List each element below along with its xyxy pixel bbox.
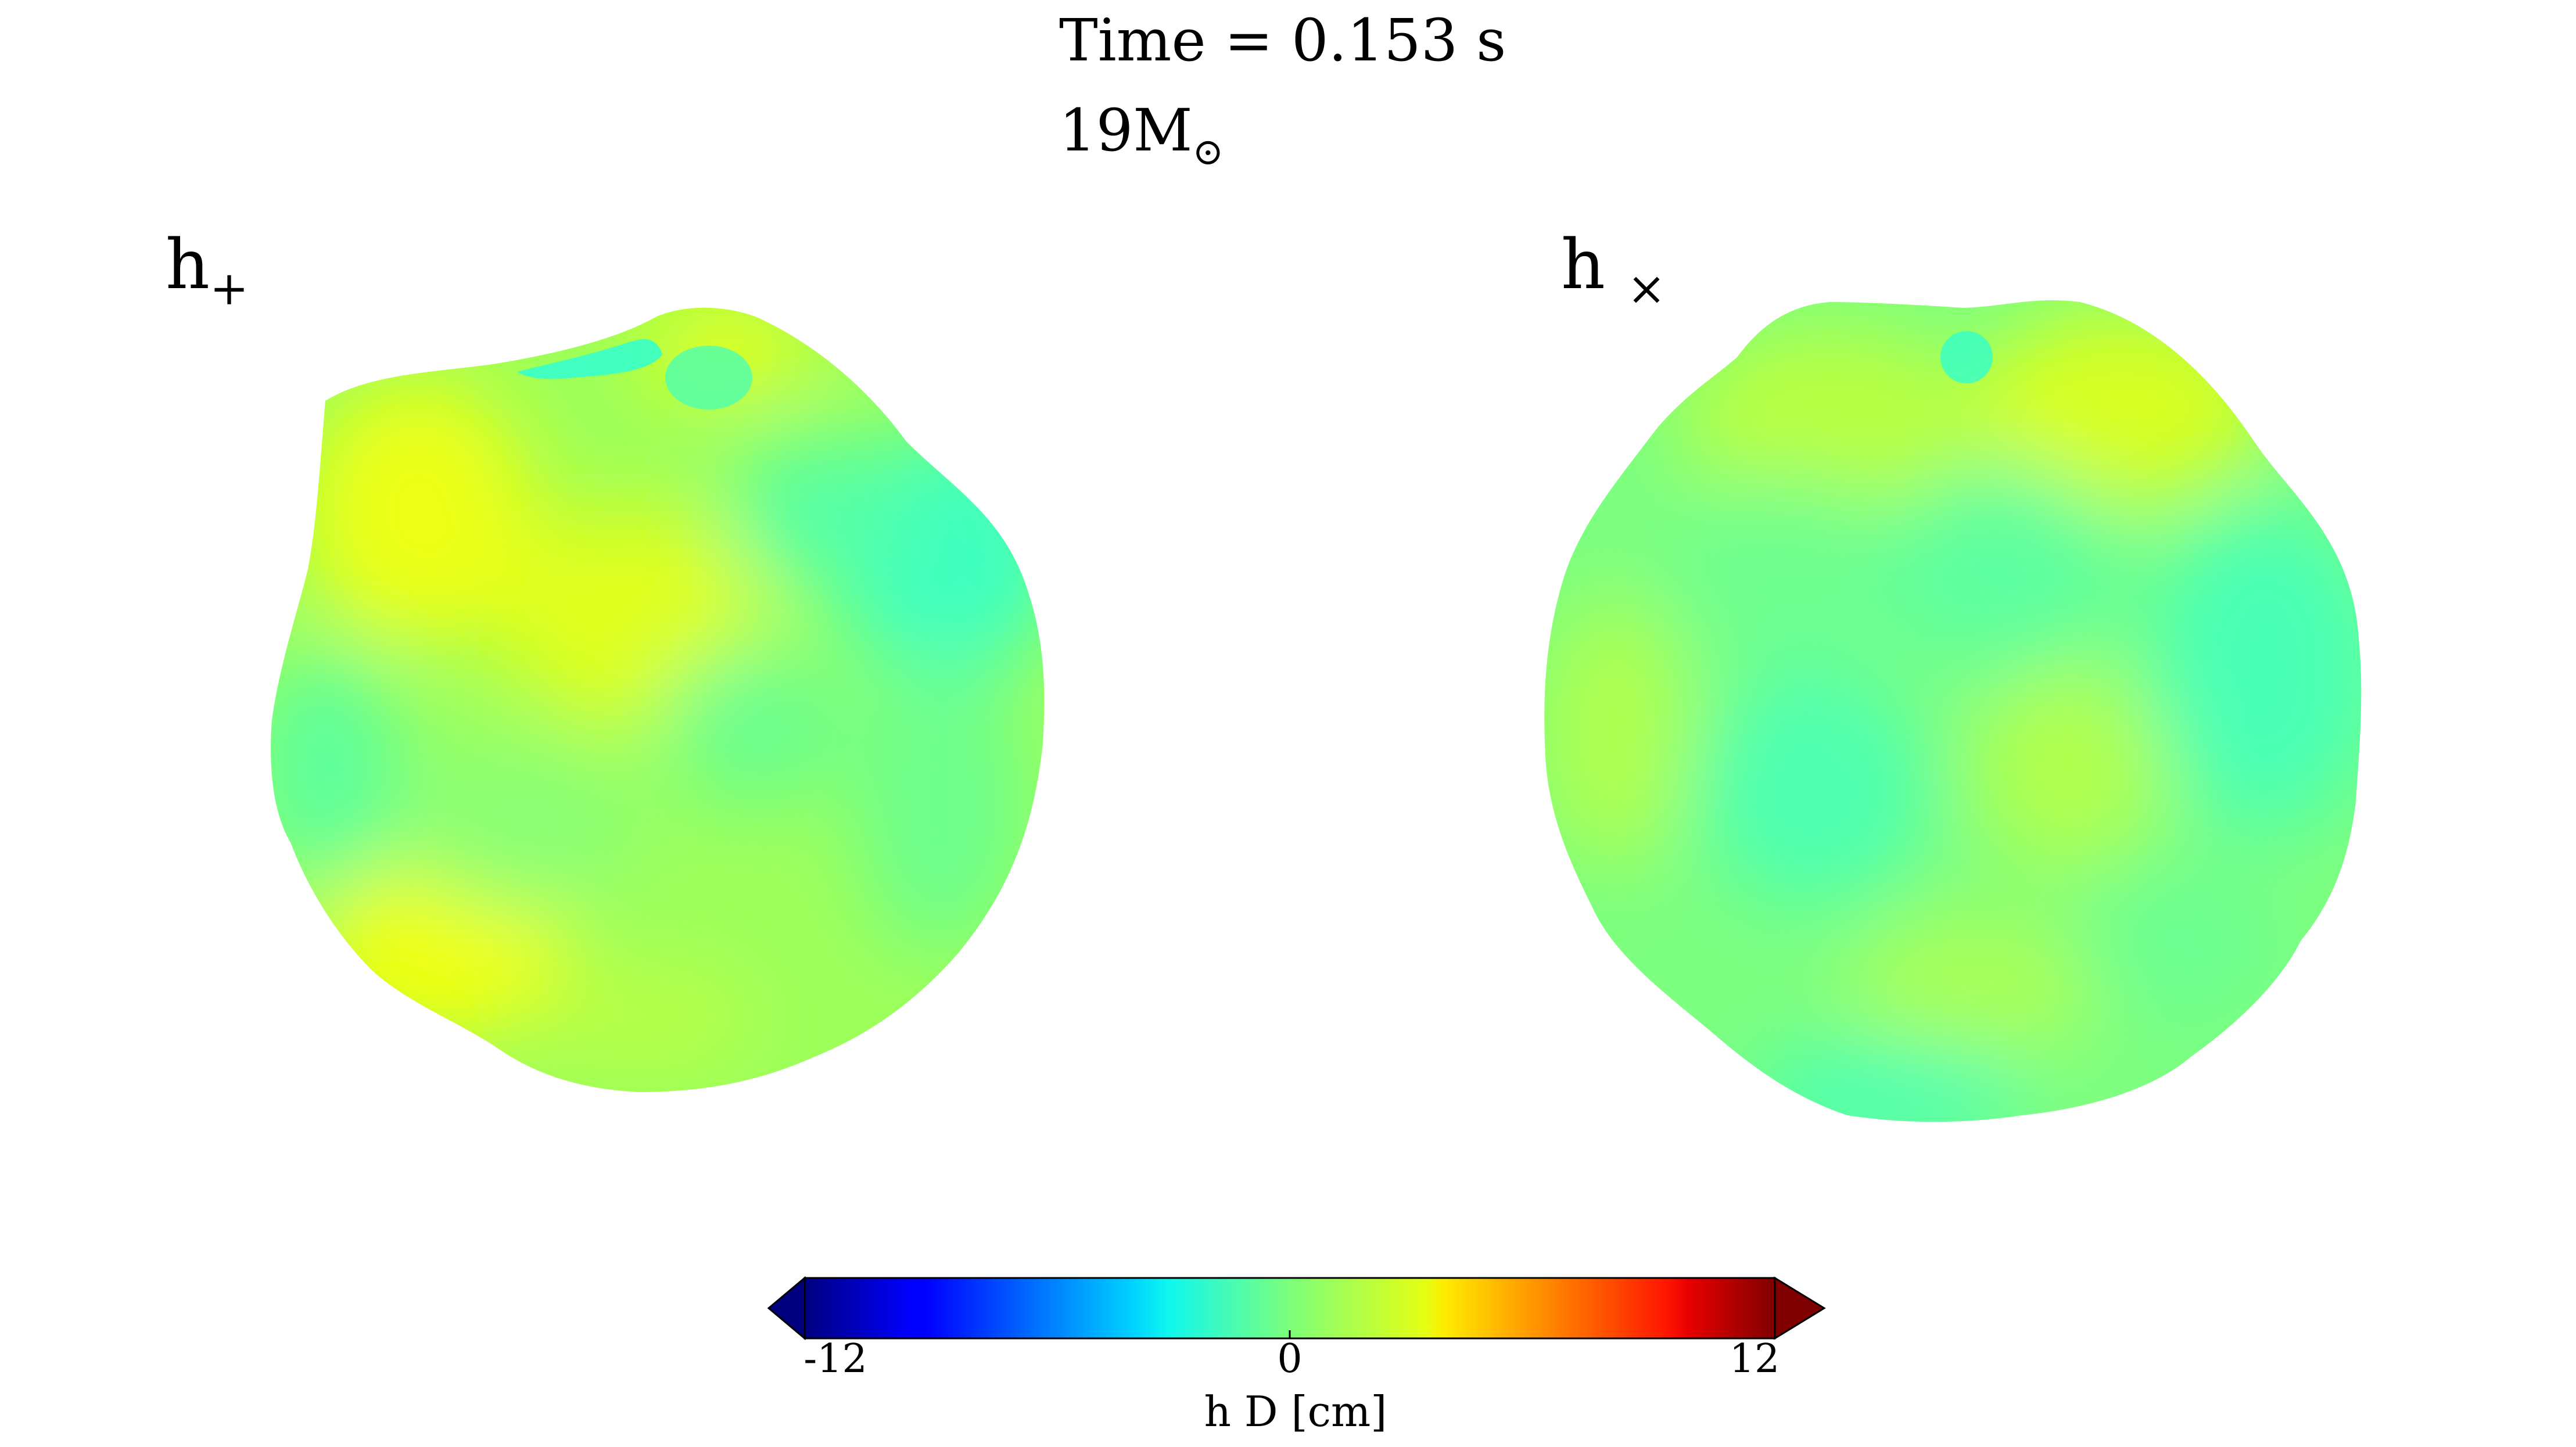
colorbar-label: h D [cm] [1204, 1387, 1387, 1436]
colorbar-extend-low [767, 1276, 806, 1341]
h-cross-surface [1544, 300, 2362, 1122]
h-cross-label: h × [1561, 224, 1666, 329]
mass-value: 19M [1059, 96, 1193, 164]
h-cross-main: h [1561, 224, 1605, 304]
h-plus-subscript: + [210, 261, 249, 315]
mass-label: 19M⊙ [1059, 90, 1224, 193]
colorbar-tick-min: -12 [803, 1336, 867, 1382]
colorbar-extend-high [1774, 1276, 1826, 1340]
colorbar-tick-max: 12 [1729, 1336, 1780, 1382]
h-plus-label: h+ [166, 224, 249, 329]
colorbar [767, 1276, 1826, 1341]
solar-mass-symbol: ⊙ [1192, 131, 1224, 174]
colorbar-gradient [803, 1277, 1776, 1340]
h-cross-subscript: × [1627, 261, 1666, 315]
h-plus-surface [271, 307, 1045, 1092]
h-plus-main: h [166, 224, 210, 304]
colorbar-tick-zero: 0 [1277, 1336, 1303, 1382]
figure-title: Time = 0.153 s [1059, 6, 1506, 74]
